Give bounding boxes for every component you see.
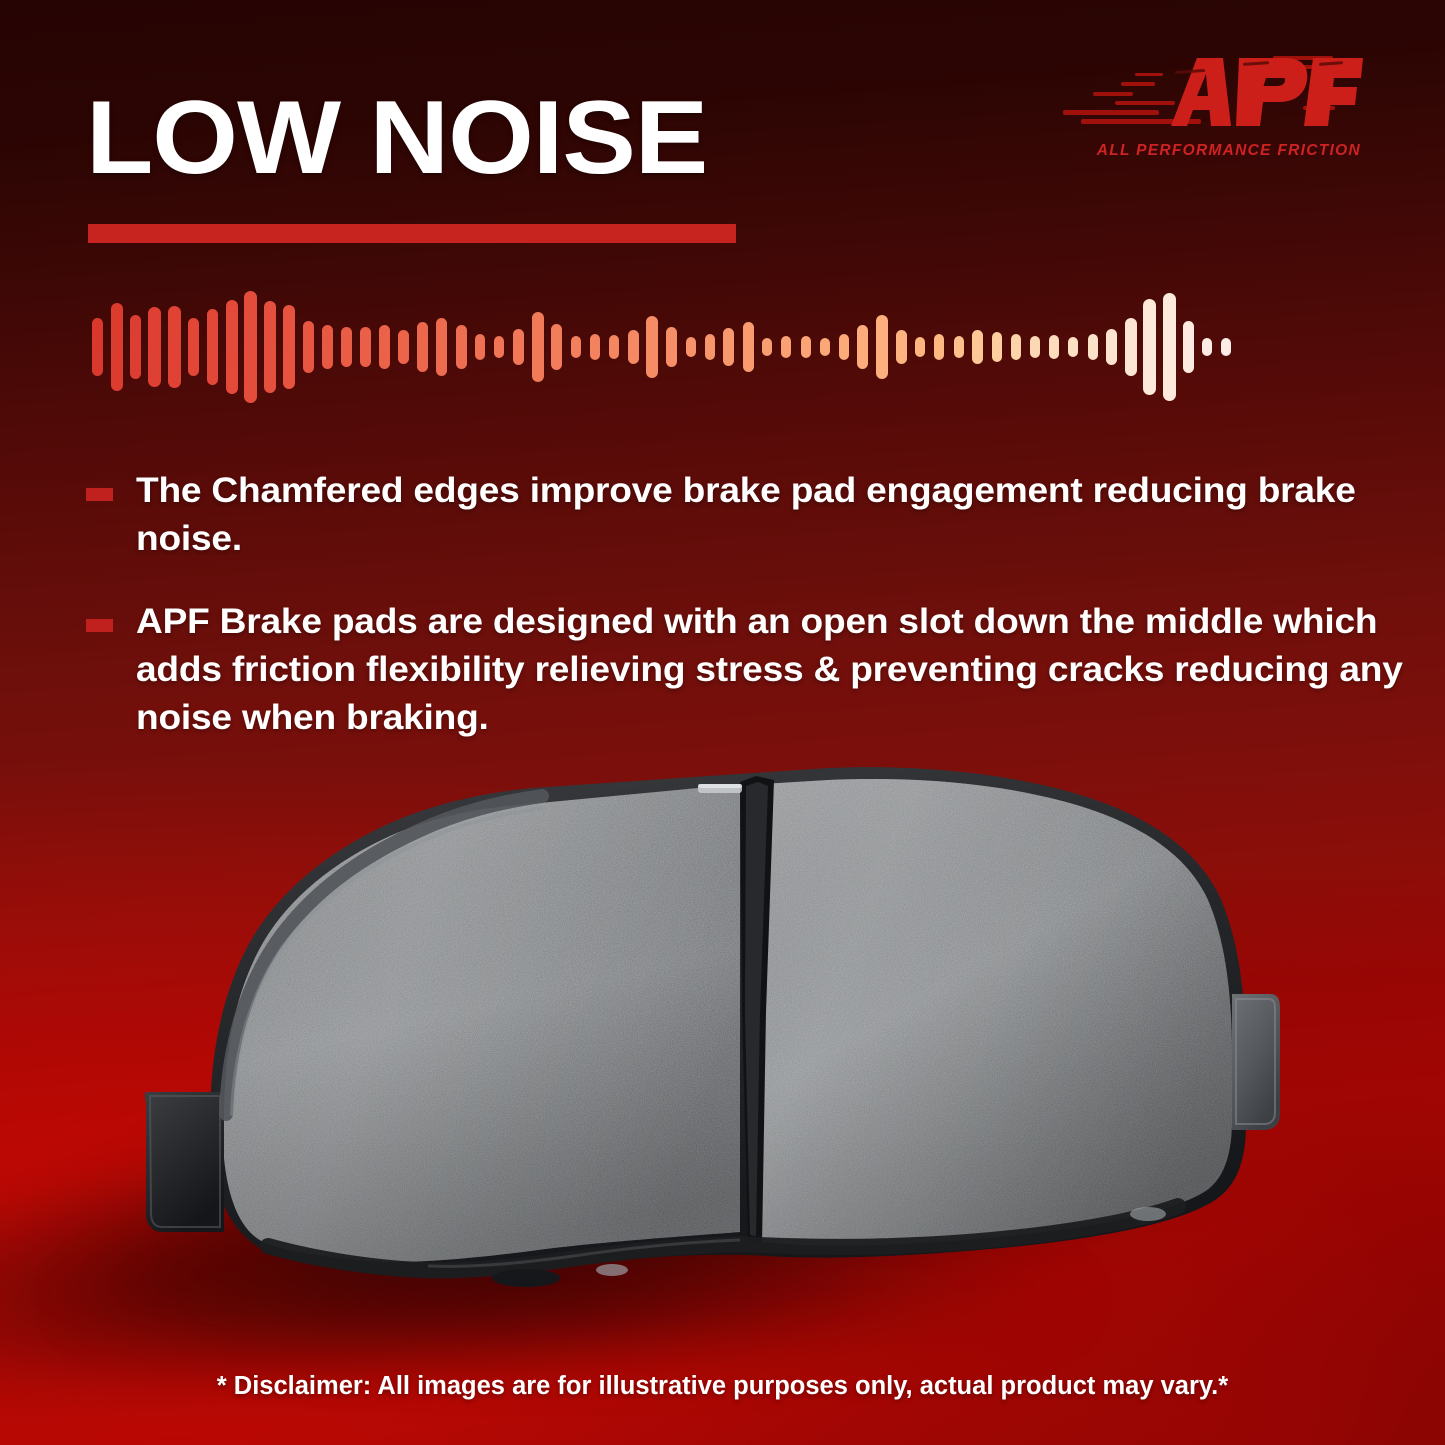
pad-friction-right xyxy=(762,779,1232,1246)
waveform-bar xyxy=(800,336,811,358)
waveform-bar xyxy=(1182,321,1194,373)
waveform-bar xyxy=(130,315,142,379)
waveform-bar xyxy=(244,291,258,403)
waveform-bar xyxy=(646,316,659,378)
dash-bullet-icon xyxy=(86,488,113,501)
list-item-label: APF Brake pads are designed with an open… xyxy=(136,600,1403,738)
waveform-bar xyxy=(206,309,218,385)
waveform-bar xyxy=(1124,318,1137,376)
waveform-bar xyxy=(340,327,352,367)
waveform-bar xyxy=(1087,334,1098,360)
waveform-bar xyxy=(531,312,544,382)
waveform-bar xyxy=(494,336,505,358)
list-item-label: The Chamfered edges improve brake pad en… xyxy=(136,470,1356,559)
page-title: LOW NOISE xyxy=(86,80,708,196)
waveform-bar xyxy=(1106,329,1118,365)
waveform-bar xyxy=(1049,335,1060,359)
waveform-bar xyxy=(781,336,792,358)
dash-bullet-icon xyxy=(86,618,113,632)
waveform-bar xyxy=(92,318,104,376)
waveform-bar xyxy=(475,334,486,360)
waveform-bar xyxy=(379,325,391,369)
waveform-bar xyxy=(857,325,869,369)
brand-tagline: ALL PERFORMANCE FRICTION xyxy=(1096,142,1361,159)
pad-nub xyxy=(492,1269,560,1287)
waveform-bar xyxy=(991,332,1002,362)
waveform-bar xyxy=(321,325,333,369)
waveform-bar xyxy=(225,300,238,394)
waveform-bar xyxy=(570,336,581,358)
waveform-bar xyxy=(972,330,984,364)
title-underline-bar xyxy=(88,224,736,243)
disclaimer-text: * Disclaimer: All images are for illustr… xyxy=(216,1372,1229,1400)
waveform-bar xyxy=(762,338,773,356)
waveform-bar xyxy=(666,327,678,367)
waveform-bar xyxy=(1202,338,1213,356)
waveform-bar xyxy=(934,334,945,360)
list-item: The Chamfered edges improve brake pad en… xyxy=(86,466,1376,563)
brand-logo: ALL PERFORMANCE FRICTION xyxy=(1063,48,1363,168)
waveform-bar xyxy=(302,321,314,373)
waveform-bar xyxy=(551,324,563,370)
waveform-bar xyxy=(359,327,371,367)
waveform-bar xyxy=(723,328,735,366)
waveform-bar xyxy=(148,307,162,387)
apf-logo-icon xyxy=(1063,48,1363,140)
waveform-bar xyxy=(263,301,276,393)
waveform-bar xyxy=(455,325,467,369)
waveform-bar xyxy=(876,315,889,379)
pad-tab-left xyxy=(144,1092,224,1232)
pad-tab-right xyxy=(1232,994,1280,1130)
waveform-bar xyxy=(895,330,907,364)
brake-pad-photo xyxy=(128,762,1280,1307)
waveform-bar xyxy=(704,334,715,360)
waveform-bar xyxy=(187,318,199,376)
waveform-bar xyxy=(167,306,181,388)
waveform-bar xyxy=(819,338,830,356)
waveform-bar xyxy=(513,329,524,365)
waveform-bar xyxy=(1030,336,1041,358)
feature-list: The Chamfered edges improve brake pad en… xyxy=(86,466,1403,775)
waveform-bar xyxy=(1010,334,1021,360)
waveform-bar xyxy=(436,318,448,376)
waveform-bar xyxy=(609,335,620,359)
list-item: APF Brake pads are designed with an open… xyxy=(86,597,1403,742)
waveform-bar xyxy=(953,336,964,358)
waveform-bar xyxy=(1221,338,1232,356)
waveform-bar xyxy=(1068,337,1079,357)
waveform-bar xyxy=(398,330,410,364)
waveform-bar xyxy=(110,303,123,391)
waveform-bar xyxy=(590,334,601,360)
waveform-bar xyxy=(742,322,754,372)
waveform-bar xyxy=(685,337,696,357)
waveform-bar xyxy=(1162,293,1176,401)
waveform-bar xyxy=(838,334,849,360)
audio-waveform-icon xyxy=(88,288,1236,406)
waveform-bar xyxy=(915,337,926,357)
waveform-bar xyxy=(627,330,639,364)
waveform-bar xyxy=(417,322,429,372)
waveform-bar xyxy=(1143,299,1157,395)
waveform-bar xyxy=(282,305,295,389)
pad-friction-left xyxy=(224,784,740,1262)
